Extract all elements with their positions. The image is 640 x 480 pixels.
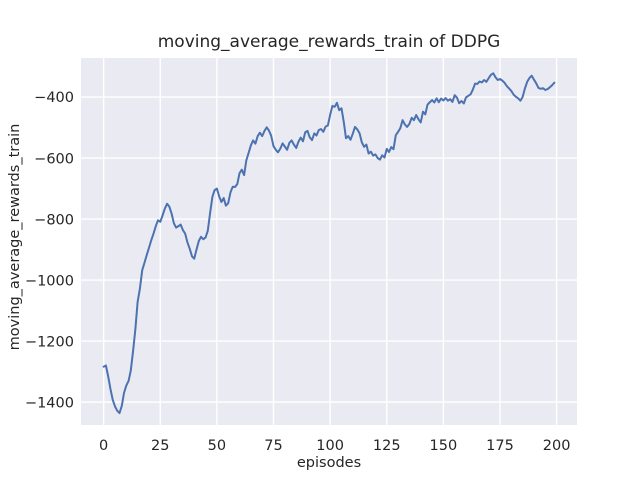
y-tick-label: −600 — [34, 151, 74, 167]
y-tick-label: −800 — [34, 212, 74, 228]
x-tick-label: 0 — [99, 438, 108, 454]
gridlines — [81, 58, 577, 425]
y-tick-label: −1000 — [25, 273, 74, 289]
x-tick-label: 50 — [208, 438, 226, 454]
x-axis-tick-labels: 0 25 50 75 100 125 150 175 200 — [99, 438, 570, 454]
x-tick-label: 25 — [151, 438, 169, 454]
x-tick-label: 200 — [543, 438, 571, 454]
x-axis-label: episodes — [297, 455, 361, 471]
y-axis-tick-labels: −400 −600 −800 −1000 −1200 −1400 — [25, 90, 74, 411]
x-tick-label: 75 — [264, 438, 282, 454]
x-tick-label: 125 — [373, 438, 401, 454]
y-tick-label: −400 — [34, 90, 74, 106]
series-line-ddpg — [102, 72, 556, 415]
y-axis-label: moving_average_rewards_train — [7, 124, 23, 351]
x-tick-label: 100 — [316, 438, 344, 454]
chart-title: moving_average_rewards_train of DDPG — [158, 32, 501, 52]
plot-area — [81, 58, 577, 425]
y-tick-label: −1200 — [25, 334, 74, 350]
x-tick-label: 175 — [486, 438, 514, 454]
y-tick-label: −1400 — [25, 395, 74, 411]
x-tick-label: 150 — [430, 438, 458, 454]
